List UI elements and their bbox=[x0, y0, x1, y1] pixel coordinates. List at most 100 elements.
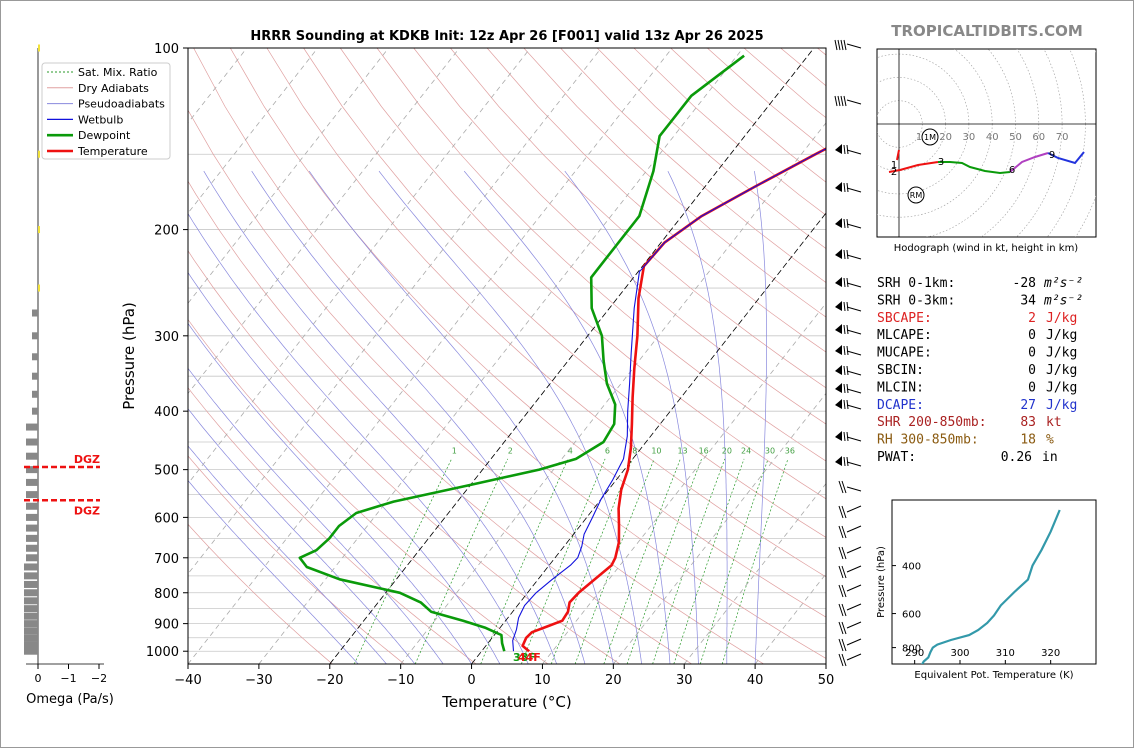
barb-flag bbox=[841, 584, 847, 598]
index-value: 18 bbox=[1020, 433, 1036, 448]
mixing-ratio-line bbox=[603, 458, 681, 664]
x-tick-label: 10 bbox=[534, 673, 551, 688]
mixing-ratio-label: 10 bbox=[651, 446, 661, 455]
isotherm-line bbox=[613, 392, 826, 664]
dry-adiabat-line bbox=[188, 455, 405, 664]
barb-shaft bbox=[846, 621, 862, 629]
wind-barb bbox=[838, 603, 862, 617]
x-tick-label: −20 bbox=[316, 673, 343, 688]
surface-dewpoint-label: 38F bbox=[513, 651, 536, 664]
pseudoadiabat-line bbox=[308, 170, 614, 664]
wind-barb bbox=[835, 345, 862, 356]
omega-bar bbox=[32, 309, 38, 317]
barb-flag bbox=[838, 480, 844, 494]
omega-bar bbox=[26, 423, 38, 431]
hodograph-height-label: 6 bbox=[1009, 165, 1015, 176]
barb-pennant bbox=[835, 345, 842, 355]
barb-shaft bbox=[846, 306, 862, 312]
x-tick-label: 20 bbox=[605, 673, 622, 688]
index-label: MLCAPE: bbox=[877, 328, 932, 343]
barb-shaft bbox=[846, 329, 862, 335]
hodograph-height-label: 2 bbox=[891, 167, 897, 178]
barb-flag bbox=[841, 621, 847, 635]
barb-flag bbox=[837, 95, 841, 107]
isotherm-line bbox=[400, 122, 826, 664]
index-value: 0 bbox=[1028, 328, 1036, 343]
isotherm-line bbox=[258, 48, 744, 664]
barb-shaft bbox=[846, 282, 862, 288]
wind-barbs bbox=[834, 39, 862, 667]
omega-bar bbox=[26, 513, 38, 521]
eqpot-y-tick-label: 600 bbox=[902, 610, 921, 621]
index-unit: J/kg bbox=[1046, 380, 1077, 395]
index-label: MUCAPE: bbox=[877, 346, 932, 361]
hodograph-caption: Hodograph (wind in kt, height in km) bbox=[894, 243, 1079, 254]
barb-flag bbox=[843, 144, 846, 155]
omega-bar bbox=[26, 438, 38, 446]
barb-flag bbox=[838, 505, 844, 519]
hodograph-ring-label: 60 bbox=[1032, 132, 1045, 143]
barb-flag bbox=[843, 39, 847, 51]
mixing-ratio-label: 36 bbox=[785, 446, 795, 455]
surface-temperature-label: 44F bbox=[518, 651, 541, 664]
index-label: SRH 0-1km: bbox=[877, 276, 955, 291]
indices-table: SRH 0-1km: -28 m²s⁻² SRH 0-3km: 34 m²s⁻² SBCAP… bbox=[877, 276, 1083, 465]
barb-flag bbox=[843, 324, 846, 335]
barb-shaft bbox=[846, 223, 862, 229]
pseudoadiabat-line bbox=[564, 170, 699, 664]
index-unit: kt bbox=[1046, 415, 1062, 430]
pseudoadiabat-line bbox=[188, 445, 387, 664]
barb-flag bbox=[834, 39, 838, 51]
omega-bar bbox=[32, 332, 38, 340]
barb-flag bbox=[841, 546, 847, 560]
barb-flag bbox=[838, 603, 844, 617]
mixing-ratio-line bbox=[673, 458, 745, 664]
legend-entry: Pseudoadiabats bbox=[78, 98, 165, 111]
eqpot-y-label: Pressure (hPa) bbox=[876, 546, 887, 618]
x-axis-label: Temperature (°C) bbox=[441, 693, 571, 711]
index-value: 0.26 bbox=[1001, 450, 1032, 465]
omega-bar bbox=[32, 390, 38, 398]
barb-pennant bbox=[835, 182, 842, 192]
index-unit: J/kg bbox=[1046, 398, 1077, 413]
mixing-ratio-label: 8 bbox=[632, 446, 637, 455]
index-unit: J/kg bbox=[1046, 311, 1077, 326]
index-label: RH 300-850mb: bbox=[877, 433, 979, 448]
barb-flag bbox=[843, 365, 846, 376]
hodograph-ring-label: 20 bbox=[939, 132, 952, 143]
hodograph-trace bbox=[1047, 151, 1085, 165]
dgz-label: DGZ bbox=[74, 453, 100, 466]
skewt-series bbox=[298, 54, 826, 653]
wind-barb bbox=[838, 525, 862, 539]
eqpot-y-tick-label: 400 bbox=[902, 562, 921, 573]
barb-flag bbox=[834, 95, 838, 107]
barb-flag bbox=[840, 39, 844, 51]
storm-motion-label: 1M bbox=[924, 133, 936, 142]
dry-adiabat-line bbox=[193, 48, 826, 659]
barb-pennant bbox=[835, 277, 842, 287]
dry-adiabat-line bbox=[450, 48, 826, 389]
omega-bar bbox=[38, 150, 40, 158]
eqpot-chart: 290 300 310 320 400 600 800 bbox=[892, 509, 1061, 664]
wind-barb bbox=[835, 277, 862, 288]
wind-barb bbox=[834, 95, 862, 107]
mixing-ratio-line bbox=[626, 458, 702, 664]
mixing-ratio-line bbox=[414, 458, 509, 664]
omega-bar bbox=[26, 491, 38, 499]
barb-flag bbox=[843, 95, 847, 107]
barb-shaft bbox=[846, 370, 862, 376]
barb-flag bbox=[838, 653, 844, 667]
index-value: 2 bbox=[1028, 311, 1036, 326]
wind-barb bbox=[838, 621, 862, 635]
index-label: DCAPE: bbox=[877, 398, 924, 413]
barb-flag bbox=[843, 431, 846, 442]
barb-shaft bbox=[846, 350, 862, 356]
barb-flag bbox=[846, 277, 849, 288]
omega-axis-label: Omega (Pa/s) bbox=[26, 692, 114, 707]
barb-flag bbox=[846, 456, 849, 467]
barb-shaft bbox=[846, 565, 862, 573]
barb-shaft bbox=[846, 436, 862, 442]
storm-motion-marker bbox=[921, 128, 939, 146]
barb-flag bbox=[838, 565, 844, 579]
barb-pennant bbox=[835, 144, 842, 154]
